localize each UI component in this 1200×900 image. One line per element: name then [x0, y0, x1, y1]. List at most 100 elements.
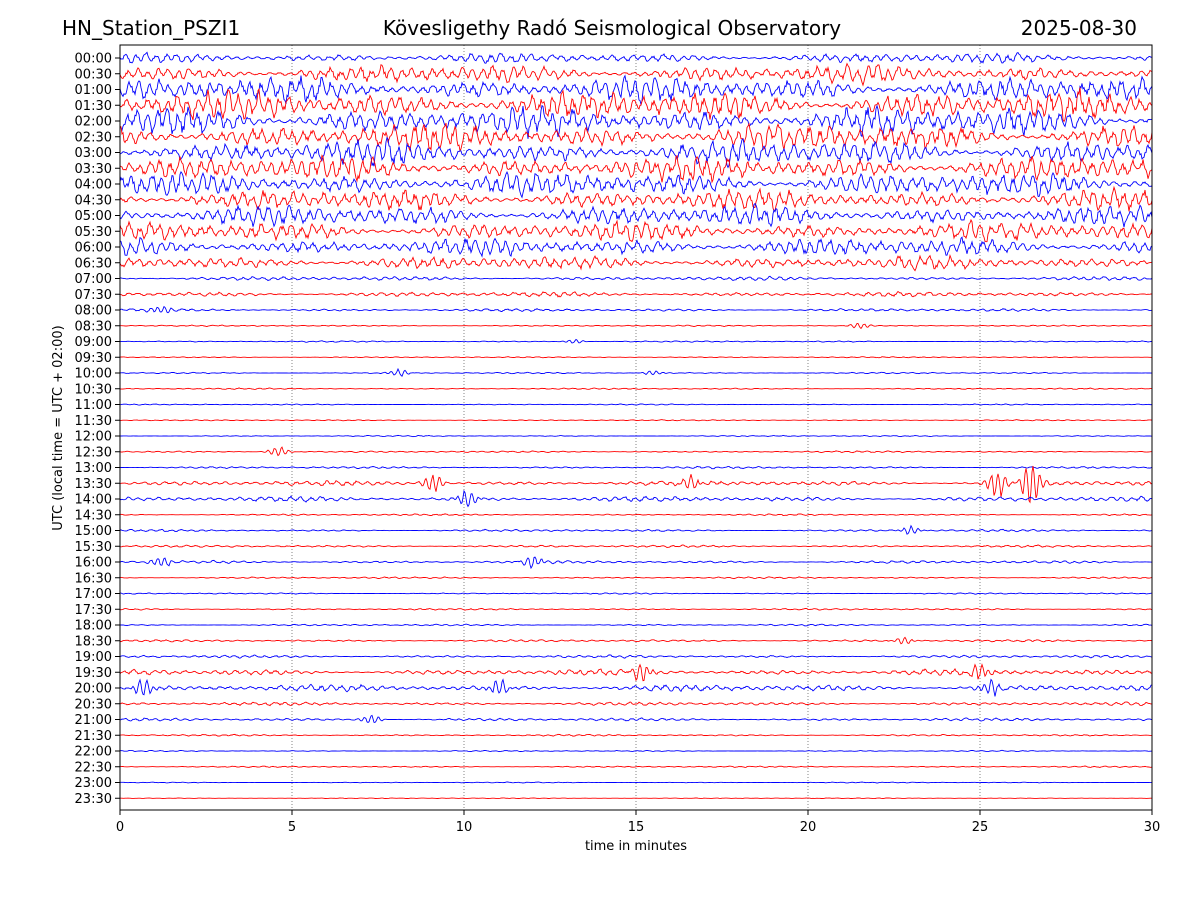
y-tick-label: 05:30 [75, 225, 112, 240]
y-tick-label: 14:30 [75, 508, 112, 523]
y-tick-label: 03:30 [75, 162, 112, 177]
y-tick-label: 16:00 [75, 556, 112, 571]
trace-line [120, 122, 1152, 153]
trace-line [120, 797, 1152, 800]
trace-line [120, 171, 1152, 199]
y-tick-label: 07:30 [75, 288, 112, 303]
x-tick-label: 30 [1144, 820, 1161, 835]
trace-line [120, 136, 1152, 169]
y-tick-label: 17:00 [75, 587, 112, 602]
trace-line [120, 338, 1152, 344]
trace-line [120, 576, 1152, 580]
x-tick-label: 0 [116, 820, 124, 835]
x-axis-label: time in minutes [585, 839, 687, 854]
y-tick-label: 20:00 [75, 682, 112, 697]
trace-line [120, 87, 1152, 123]
y-tick-label: 06:00 [75, 241, 112, 256]
y-tick-label: 10:30 [75, 382, 112, 397]
trace-line [120, 290, 1152, 298]
station-name: HN_Station_PSZI1 [62, 16, 240, 40]
y-tick-label: 02:30 [75, 130, 112, 145]
trace-line [120, 185, 1152, 212]
trace-line [120, 678, 1152, 697]
seismogram-traces [120, 51, 1152, 800]
trace-line [120, 636, 1152, 645]
trace-line [120, 403, 1152, 406]
y-tick-label: 11:30 [75, 414, 112, 429]
y-tick-label: 13:00 [75, 461, 112, 476]
trace-line [120, 749, 1152, 752]
trace-line [120, 154, 1152, 184]
trace-line [120, 74, 1152, 107]
y-tick-label: 04:00 [75, 178, 112, 193]
trace-line [120, 446, 1152, 457]
trace-line [120, 434, 1152, 438]
y-tick-label: 05:00 [75, 209, 112, 224]
trace-line [120, 387, 1152, 390]
y-axis: 00:0000:3001:0001:3002:0002:3003:0003:30… [75, 52, 120, 807]
y-tick-label: 20:30 [75, 697, 112, 712]
trace-line [120, 322, 1152, 330]
y-tick-label: 10:00 [75, 367, 112, 382]
trace-line [120, 419, 1152, 422]
y-tick-label: 19:30 [75, 666, 112, 681]
x-tick-label: 15 [628, 820, 645, 835]
y-tick-label: 11:00 [75, 398, 112, 413]
trace-line [120, 202, 1152, 228]
trace-line [120, 607, 1152, 611]
trace-line [120, 781, 1152, 784]
x-axis: 0 5 10 15 20 25 30 [116, 810, 1160, 835]
trace-line [120, 51, 1152, 64]
y-tick-label: 22:30 [75, 760, 112, 775]
y-tick-label: 19:00 [75, 650, 112, 665]
y-tick-label: 00:30 [75, 67, 112, 82]
y-tick-label: 15:30 [75, 540, 112, 555]
y-tick-label: 08:30 [75, 319, 112, 334]
y-tick-label: 23:30 [75, 792, 112, 807]
chart-title: Kövesligethy Radó Seismological Observat… [383, 16, 841, 40]
x-tick-label: 25 [972, 820, 989, 835]
trace-line [120, 104, 1152, 139]
y-tick-label: 00:00 [75, 52, 112, 67]
y-tick-label: 09:00 [75, 335, 112, 350]
trace-line [120, 556, 1152, 570]
y-tick-label: 03:00 [75, 146, 112, 161]
y-tick-label: 17:30 [75, 603, 112, 618]
y-tick-label: 21:30 [75, 729, 112, 744]
y-tick-label: 22:00 [75, 745, 112, 760]
trace-line [120, 733, 1152, 737]
y-tick-label: 14:00 [75, 493, 112, 508]
x-tick-label: 20 [800, 820, 817, 835]
y-tick-label: 16:30 [75, 571, 112, 586]
y-axis-label: UTC (local time = UTC + 02:00) [51, 325, 66, 530]
trace-line [120, 592, 1152, 595]
trace-line [120, 524, 1152, 535]
trace-line [120, 701, 1152, 707]
y-tick-label: 09:30 [75, 351, 112, 366]
y-tick-label: 18:30 [75, 634, 112, 649]
trace-line [120, 513, 1152, 517]
y-tick-label: 06:30 [75, 256, 112, 271]
trace-line [120, 367, 1152, 377]
y-tick-label: 12:30 [75, 445, 112, 460]
trace-line [120, 356, 1152, 359]
y-tick-label: 13:30 [75, 477, 112, 492]
y-tick-label: 01:00 [75, 83, 112, 98]
chart-date: 2025-08-30 [1021, 16, 1137, 40]
trace-line [120, 654, 1152, 659]
y-tick-label: 02:00 [75, 115, 112, 130]
trace-line [120, 465, 1152, 504]
y-tick-label: 18:00 [75, 619, 112, 634]
y-tick-label: 23:00 [75, 776, 112, 791]
trace-line [120, 765, 1152, 768]
y-tick-label: 07:00 [75, 272, 112, 287]
trace-line [120, 62, 1152, 87]
trace-line [120, 236, 1152, 258]
y-tick-label: 04:30 [75, 193, 112, 208]
trace-line [120, 465, 1152, 470]
y-tick-label: 08:00 [75, 304, 112, 319]
y-tick-label: 12:00 [75, 430, 112, 445]
y-tick-label: 01:30 [75, 99, 112, 114]
y-tick-label: 15:00 [75, 524, 112, 539]
